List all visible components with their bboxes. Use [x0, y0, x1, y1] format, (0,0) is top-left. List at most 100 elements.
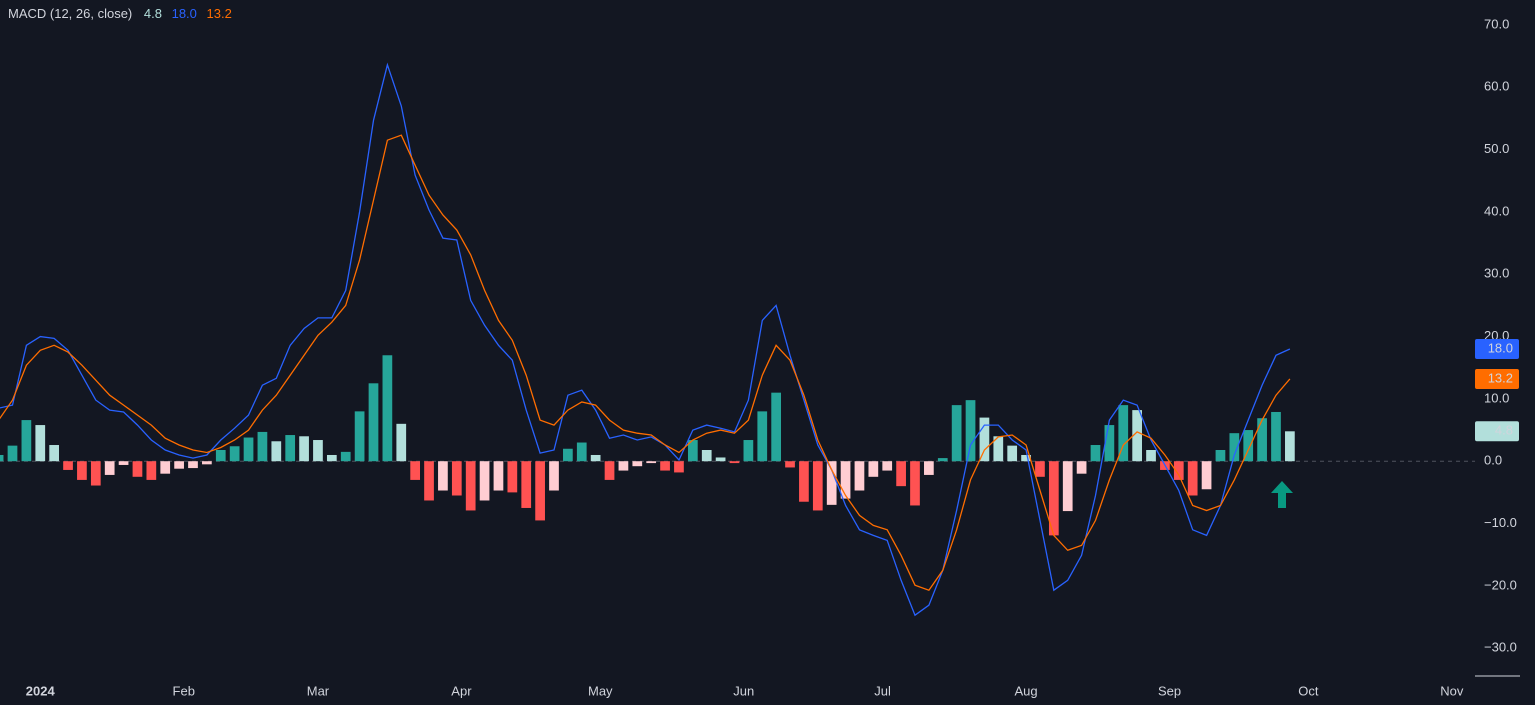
x-tick-label: Nov [1440, 683, 1464, 698]
histogram-bar [215, 450, 226, 462]
histogram-bar [438, 461, 448, 491]
histogram-bar [1187, 461, 1198, 496]
histogram-bar [604, 461, 615, 480]
histogram-bar [104, 461, 115, 475]
histogram-bar [910, 461, 920, 506]
histogram-bar [993, 436, 1004, 462]
histogram-bar [840, 461, 851, 499]
histogram-bar [1062, 461, 1073, 512]
price-tag [1475, 421, 1519, 442]
histogram-bar [563, 448, 573, 462]
histogram-bar [202, 461, 212, 465]
y-tick-label: 40.0 [1484, 203, 1509, 218]
histogram-bar [1271, 411, 1281, 462]
histogram-bar [660, 461, 670, 471]
y-tick-label: 30.0 [1484, 266, 1509, 281]
price-tag-label: 13.2 [1488, 370, 1513, 385]
price-tag [1475, 339, 1519, 360]
signal-line [0, 134, 1291, 591]
histogram-bar [354, 411, 365, 462]
histogram-bar [771, 392, 782, 462]
histogram-bar [313, 440, 323, 462]
y-tick-label: −20.0 [1484, 577, 1517, 592]
histogram-bar [465, 461, 476, 511]
x-tick-label: Apr [451, 683, 472, 698]
histogram-bar [896, 461, 906, 487]
histogram-bar [493, 461, 504, 491]
x-tick-label: Sep [1158, 683, 1181, 698]
x-tick-label: Aug [1014, 683, 1037, 698]
macd-line [0, 62, 1291, 617]
histogram-bar [1146, 450, 1156, 462]
y-tick-label: 60.0 [1484, 79, 1509, 94]
histogram-bar [1201, 461, 1212, 490]
y-tick-label: 50.0 [1484, 141, 1509, 156]
histogram-bar [271, 441, 282, 462]
histogram-bar [7, 445, 18, 462]
histogram-bar [1021, 454, 1031, 462]
histogram-bar [479, 461, 490, 501]
histogram-bar [1076, 461, 1087, 474]
x-tick-label: Feb [173, 683, 195, 698]
histogram-bar [243, 437, 254, 462]
histogram-bar [35, 425, 46, 462]
histogram-bar [590, 454, 601, 462]
histogram-bar [799, 461, 809, 502]
histogram-bar [132, 461, 143, 477]
histogram-bar [1229, 433, 1240, 462]
y-tick-label: 70.0 [1484, 16, 1509, 31]
histogram-bar [965, 400, 976, 462]
histogram-bar [646, 461, 657, 464]
histogram-bar [146, 461, 157, 480]
histogram-bar [812, 461, 823, 511]
y-tick-label: 10.0 [1484, 390, 1509, 405]
histogram-bar [49, 445, 60, 462]
x-tick-label: Jul [874, 683, 891, 698]
x-tick-label: May [588, 683, 613, 698]
price-tag-label: 18.0 [1488, 340, 1513, 355]
histogram-bar [687, 440, 698, 462]
histogram-bar [576, 442, 587, 462]
histogram-bar [701, 450, 712, 462]
y-tick-label: −10.0 [1484, 515, 1517, 530]
histogram-bar [979, 417, 990, 462]
histogram-bar [188, 461, 198, 469]
histogram-bar [951, 405, 962, 462]
histogram-bar [1104, 425, 1115, 462]
histogram-bar [924, 461, 934, 475]
histogram-bar [1173, 461, 1184, 480]
histogram-bar [1215, 450, 1226, 462]
histogram-bar [674, 461, 684, 473]
x-tick-label: Mar [307, 683, 330, 698]
histogram-bar [618, 461, 629, 471]
price-tag-label: 4.8 [1495, 423, 1513, 438]
y-tick-label: 0.0 [1484, 453, 1502, 468]
x-tick-label: Jun [733, 683, 754, 698]
histogram-bar [21, 420, 32, 462]
histogram-bar [160, 461, 171, 474]
histogram-bar [743, 440, 754, 462]
histogram-bar [340, 451, 351, 462]
histogram-bar [549, 461, 559, 491]
indicator-title: MACD (12, 26, close) [8, 6, 132, 21]
histogram-bar [1285, 431, 1295, 462]
histogram-bar [937, 458, 948, 462]
histogram-bar [90, 461, 101, 486]
histogram-bar [854, 461, 865, 491]
histogram-bar [299, 436, 309, 462]
histogram-bar [174, 461, 184, 469]
histogram-bar [1048, 461, 1059, 536]
histogram-bar [757, 411, 768, 462]
histogram-bar [1035, 461, 1045, 477]
x-tick-label: 2024 [26, 683, 56, 698]
histogram-bar [257, 431, 268, 462]
histogram-bar [1007, 445, 1018, 462]
x-tick-label: Oct [1298, 683, 1319, 698]
histogram-bar [368, 383, 379, 462]
histogram-bar [396, 423, 407, 462]
histogram-bar [715, 457, 726, 462]
histogram-bar [0, 454, 4, 462]
histogram-bar [1090, 445, 1101, 462]
